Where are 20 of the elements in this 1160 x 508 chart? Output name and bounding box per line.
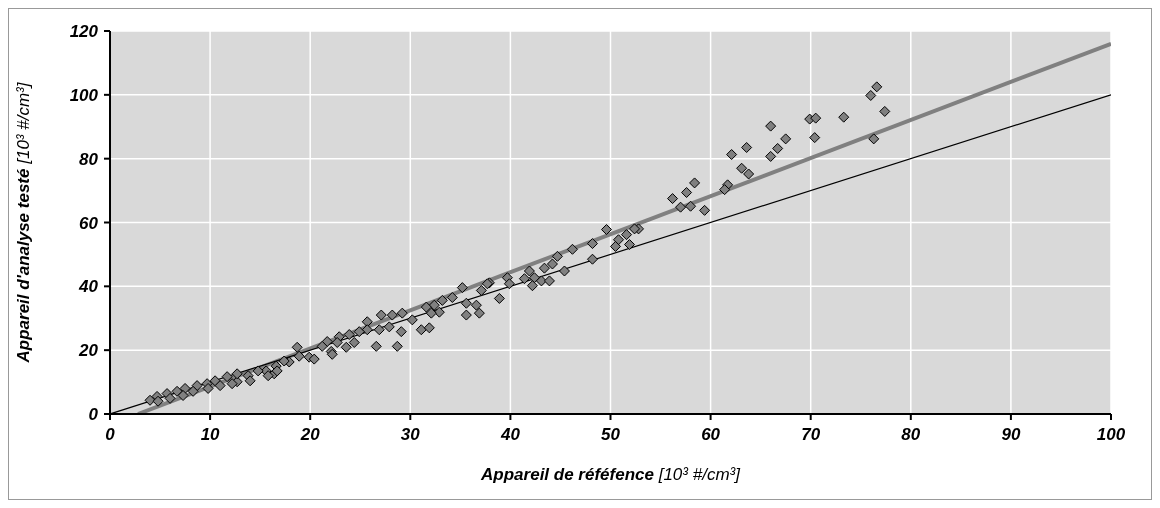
x-tick-label: 40 (499, 425, 521, 445)
x-tick-label: 10 (200, 425, 221, 445)
y-tick-label: 40 (78, 277, 99, 297)
x-tick-label: 70 (801, 425, 821, 445)
x-tick-label: 60 (701, 425, 721, 445)
y-tick-label: 100 (69, 85, 99, 105)
y-tick-label: 120 (69, 22, 99, 42)
y-tick-label: 60 (79, 213, 99, 233)
x-tick-label: 20 (299, 425, 321, 445)
y-tick-label: 0 (88, 405, 99, 425)
y-tick-label: 20 (78, 341, 99, 361)
y-axis-title: Appareil d'analyse testé [10³ #/cm³] (14, 81, 33, 364)
x-tick-label: 30 (400, 425, 421, 445)
x-tick-label: 50 (601, 425, 621, 445)
x-tick-label: 0 (105, 425, 116, 445)
y-tick-label: 80 (79, 149, 99, 169)
x-tick-label: 90 (1001, 425, 1021, 445)
x-tick-label: 80 (901, 425, 921, 445)
x-axis-title: Appareil de réféfence [10³ #/cm³] (480, 465, 742, 484)
x-tick-label: 100 (1096, 425, 1126, 445)
